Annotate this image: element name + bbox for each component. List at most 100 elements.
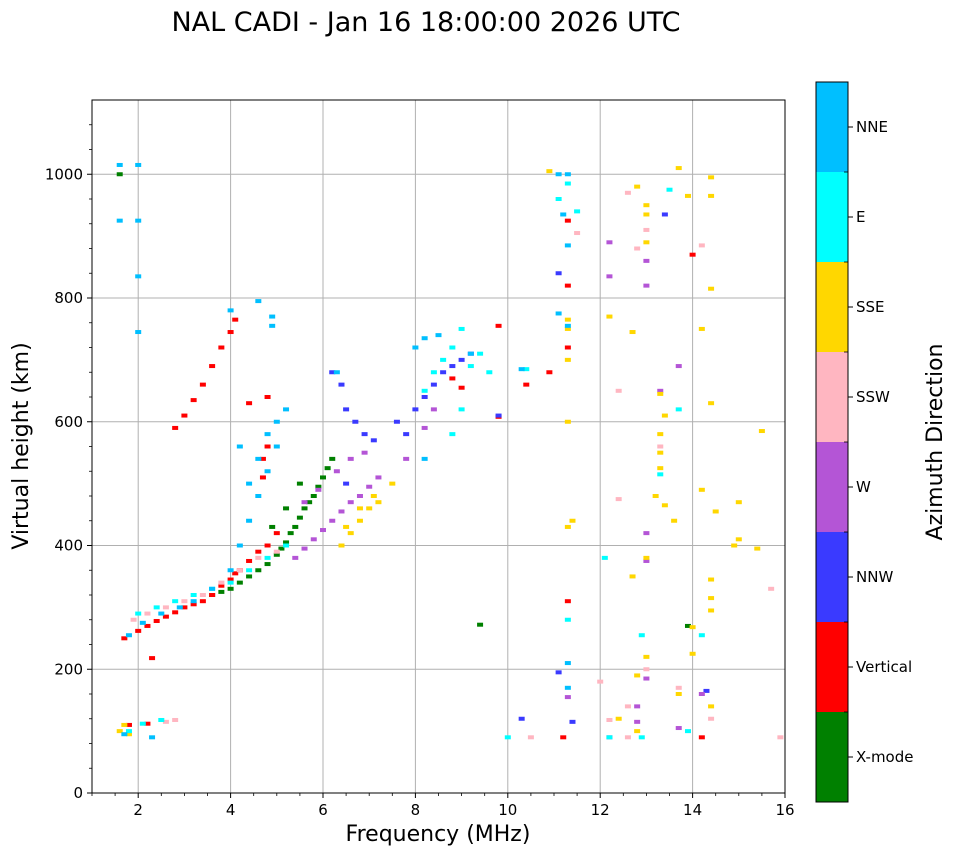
data-point (366, 506, 373, 511)
data-point (370, 438, 377, 443)
data-point (643, 240, 650, 245)
y-tick-label: 600 (54, 413, 83, 431)
data-point (564, 345, 571, 350)
data-point (643, 555, 650, 560)
data-point (675, 685, 682, 690)
data-point (273, 419, 280, 424)
data-point (278, 546, 285, 551)
data-point (643, 676, 650, 681)
data-point (643, 558, 650, 563)
data-point (227, 586, 234, 591)
colorbar-segment (816, 172, 848, 262)
data-point (190, 593, 197, 597)
data-point (283, 540, 290, 545)
data-point (643, 654, 650, 659)
data-point (661, 212, 668, 217)
data-point (121, 732, 128, 737)
data-point (283, 543, 290, 548)
data-point (393, 419, 400, 424)
data-points (116, 162, 784, 740)
data-point (139, 721, 146, 726)
colorbar-label: E (856, 208, 865, 226)
data-point (158, 611, 165, 616)
data-point (698, 633, 705, 638)
colorbar-segment (816, 532, 848, 622)
data-point (652, 494, 659, 498)
colorbar-frame (815, 81, 849, 803)
data-point (643, 667, 650, 672)
data-point (255, 549, 262, 554)
data-point (116, 162, 123, 167)
x-axis-ticks: 2 4 6 8 10 12 14 16 (91, 793, 795, 819)
data-point (209, 364, 216, 369)
data-point (338, 543, 345, 548)
y-tick-label: 200 (54, 660, 83, 678)
data-point (684, 193, 691, 198)
data-point (190, 398, 197, 403)
data-point (361, 432, 368, 437)
data-point (569, 719, 576, 724)
x-tick-label: 12 (591, 801, 610, 819)
x-tick-label: 14 (683, 801, 702, 819)
data-point (560, 212, 567, 217)
colorbar-label: SSE (856, 298, 885, 316)
data-point (301, 500, 308, 505)
data-point (708, 716, 715, 721)
data-point (310, 494, 317, 498)
data-point (666, 187, 673, 192)
data-point (564, 685, 571, 690)
data-point (227, 308, 234, 313)
data-point (634, 704, 641, 709)
data-point (689, 651, 696, 656)
data-point (712, 509, 719, 514)
data-point (518, 367, 525, 372)
data-point (227, 330, 234, 335)
data-point (135, 218, 142, 223)
series-x-mode (116, 172, 691, 628)
data-point (338, 382, 345, 387)
data-point (684, 729, 691, 734)
data-point (606, 274, 613, 279)
data-point (564, 317, 571, 322)
data-point (615, 497, 622, 502)
data-point (708, 175, 715, 180)
data-point (768, 586, 775, 591)
data-point (574, 209, 581, 214)
data-point (675, 692, 682, 696)
data-point (296, 481, 303, 486)
data-point (698, 243, 705, 248)
data-point (758, 429, 765, 434)
data-point (218, 580, 225, 585)
data-point (333, 370, 340, 375)
data-point (139, 620, 146, 625)
data-point (634, 719, 641, 724)
data-point (135, 274, 142, 279)
data-point (657, 466, 664, 471)
y-tick-label: 0 (73, 784, 83, 802)
data-point (606, 735, 613, 740)
data-point (389, 481, 396, 486)
data-point (343, 407, 350, 412)
x-tick-label: 6 (318, 801, 328, 819)
data-point (116, 218, 123, 223)
data-point (458, 385, 465, 390)
data-point (657, 472, 664, 477)
y-tick-label: 800 (54, 289, 83, 307)
data-point (708, 193, 715, 198)
data-point (149, 735, 156, 740)
data-point (615, 388, 622, 393)
data-point (421, 395, 428, 399)
data-point (135, 330, 142, 335)
data-point (412, 407, 419, 412)
data-point (116, 729, 123, 734)
data-point (255, 494, 262, 498)
data-point (246, 481, 253, 486)
data-point (227, 580, 234, 585)
data-point (144, 623, 151, 628)
data-point (116, 172, 123, 177)
data-point (301, 506, 308, 511)
data-point (708, 401, 715, 406)
data-point (199, 382, 206, 387)
colorbar-segment (816, 622, 848, 712)
data-point (259, 456, 266, 461)
